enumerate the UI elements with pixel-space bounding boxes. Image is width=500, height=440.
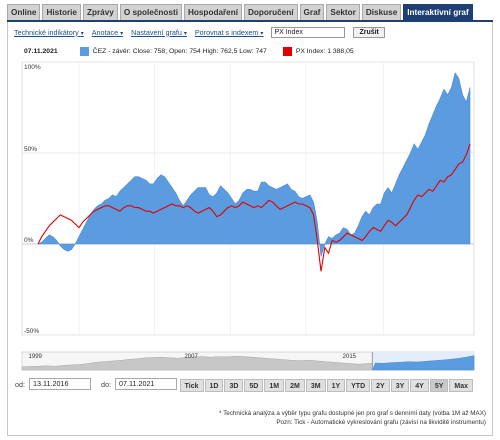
- period-button-3m[interactable]: 3M: [305, 379, 326, 392]
- y-tick-label: 0%: [24, 237, 34, 244]
- legend-stock-text: ČEZ - závěr: Close: 758; Open: 754 High:…: [92, 47, 267, 55]
- tab-graf[interactable]: Graf: [299, 4, 325, 20]
- period-button-2m[interactable]: 2M: [285, 379, 305, 392]
- chart-legend: 07.11.2021 ČEZ - závěr: Close: 758; Open…: [24, 44, 370, 58]
- to-label: do:: [101, 379, 111, 389]
- period-button-ytd[interactable]: YTD: [346, 379, 371, 392]
- legend-item-index[interactable]: PX Index: 1 388,05: [282, 46, 354, 56]
- period-button-1d[interactable]: 1D: [204, 379, 224, 392]
- navigator-selected-area: [371, 355, 475, 371]
- chevron-down-icon: ▾: [120, 30, 124, 37]
- legend-item-stock[interactable]: ČEZ - závěr: Close: 758; Open: 754 High:…: [79, 46, 267, 56]
- period-button-1m[interactable]: 1M: [264, 379, 285, 392]
- tab-zpravy[interactable]: Zprávy: [82, 4, 118, 20]
- annotations-menu[interactable]: Anotace ▾: [91, 27, 124, 37]
- tab-online[interactable]: Online: [7, 4, 41, 20]
- index-swatch: [282, 46, 292, 56]
- period-button-tick[interactable]: Tick: [179, 379, 204, 392]
- period-button-max[interactable]: Max: [449, 379, 473, 392]
- content-frame: [7, 22, 493, 436]
- chart-notes: * Technická analýza a výběr typu grafu d…: [219, 410, 486, 427]
- tab-underline: [7, 20, 493, 22]
- period-button-3d[interactable]: 3D: [224, 379, 244, 392]
- y-tick-label: -50%: [24, 328, 39, 335]
- chart-settings-menu[interactable]: Nastavení grafu ▾: [131, 27, 187, 37]
- y-tick-label: 50%: [24, 146, 37, 153]
- tab-hospodareni[interactable]: Hospodaření: [183, 4, 243, 20]
- chevron-down-icon: ▾: [260, 30, 264, 37]
- tab-doporuceni[interactable]: Doporučení: [244, 4, 298, 20]
- technical-indicators-menu[interactable]: Technické indikátory ▾: [14, 27, 84, 37]
- period-buttons: Tick 1D 3D 5D 1M 2M 3M 1Y YTD 2Y 3Y 4Y 5Y Max: [179, 379, 473, 392]
- stock-swatch: [79, 46, 89, 56]
- chevron-down-icon: ▾: [80, 30, 84, 37]
- chart-toolbar: Technické indikátory ▾ Anotace ▾ Nastave…: [14, 26, 385, 38]
- chevron-down-icon: ▾: [183, 30, 187, 37]
- compare-with-index-menu[interactable]: Porovnat s indexem ▾: [194, 27, 264, 37]
- date-range: od: 13.11.2016 do: 07.11.2021: [15, 378, 177, 390]
- tab-historie[interactable]: Historie: [42, 4, 81, 20]
- period-button-4y[interactable]: 4Y: [410, 379, 429, 392]
- tab-bar: Online Historie Zprávy O společnosti Hos…: [7, 4, 473, 20]
- from-label: od:: [15, 379, 25, 389]
- legend-index-text: PX Index: 1 388,05: [295, 47, 354, 55]
- y-tick-label: 100%: [24, 64, 41, 71]
- tab-interaktivni-graf[interactable]: Interaktivní graf: [403, 4, 473, 20]
- series-line-px-index: [37, 143, 471, 272]
- tab-o-spolecnosti[interactable]: O společnosti: [119, 4, 182, 20]
- from-date-input[interactable]: 13.11.2016: [29, 378, 91, 390]
- navigator-label: 2015: [343, 354, 357, 360]
- period-button-5y[interactable]: 5Y: [429, 379, 449, 392]
- to-date-input[interactable]: 07.11.2021: [115, 378, 177, 390]
- period-button-2y[interactable]: 2Y: [371, 379, 390, 392]
- navigator-label: 1999: [29, 354, 43, 360]
- note-technical-analysis: * Technická analýza a výběr typu grafu d…: [219, 410, 486, 417]
- note-tick: Pozn: Tick - Automatické vykreslování gr…: [276, 418, 486, 426]
- reset-button[interactable]: Zrušit: [353, 26, 385, 38]
- period-button-1y[interactable]: 1Y: [326, 379, 346, 392]
- period-button-5d[interactable]: 5D: [244, 379, 264, 392]
- legend-date: 07.11.2021: [24, 47, 58, 55]
- period-button-3y[interactable]: 3Y: [390, 379, 410, 392]
- tab-sektor[interactable]: Sektor: [326, 4, 360, 20]
- tab-diskuse[interactable]: Diskuse: [361, 4, 402, 20]
- index-input[interactable]: PX Index: [271, 26, 346, 38]
- navigator-label: 2007: [184, 354, 198, 360]
